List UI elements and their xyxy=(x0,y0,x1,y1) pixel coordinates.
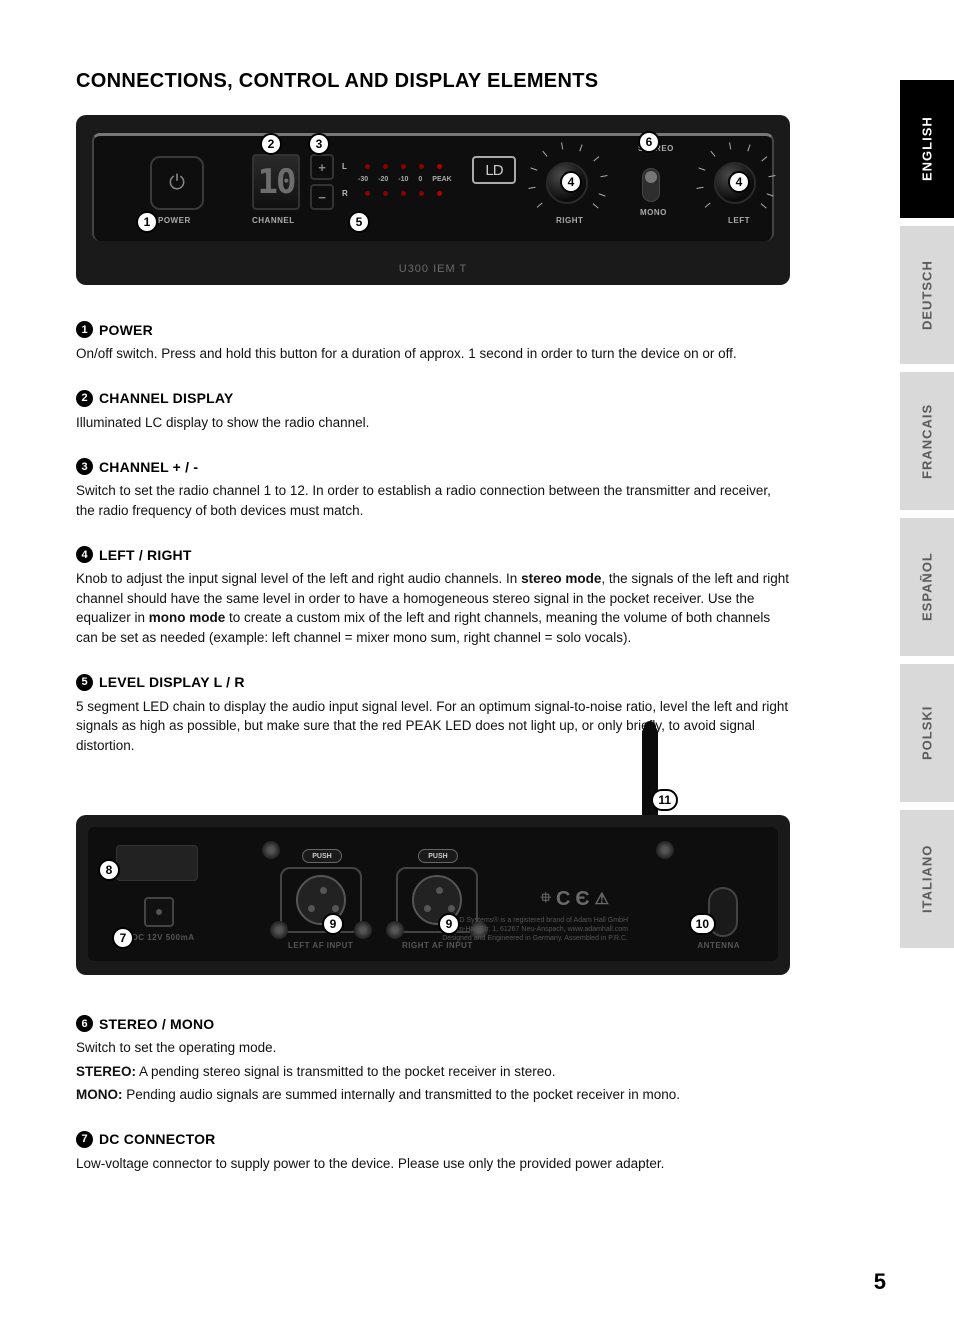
ce-mark: ⯐CЄ⚠ xyxy=(540,887,608,911)
language-tabs: ENGLISH DEUTSCH FRANCAIS ESPAÑOL POLSKI … xyxy=(900,80,954,956)
knob-right-label: RIGHT xyxy=(556,216,583,225)
desc-badge-6: 6 xyxy=(76,1015,93,1032)
desc-badge-7: 7 xyxy=(76,1131,93,1148)
desc-block-1: 1 POWER On/off switch. Press and hold this… xyxy=(76,321,790,364)
callout-10: 10 xyxy=(689,913,716,935)
desc-body-4: Knob to adjust the input signal level of… xyxy=(76,569,790,647)
xlr-left-label: LEFT AF INPUT xyxy=(288,941,353,950)
lang-tab-deutsch[interactable]: DEUTSCH xyxy=(900,226,954,364)
knob-left-label: LEFT xyxy=(728,216,750,225)
channel-plus-minus: + − xyxy=(310,154,334,210)
channel-minus: − xyxy=(310,184,334,210)
callout-5: 5 xyxy=(348,211,370,233)
desc-body-5: 5 segment LED chain to display the audio… xyxy=(76,697,790,756)
ld-logo: LD xyxy=(472,156,516,184)
cable-strain-relief xyxy=(116,845,198,881)
desc-block-2: 2 CHANNEL DISPLAY Illuminated LC display t… xyxy=(76,390,790,433)
lang-tab-italiano[interactable]: ITALIANO xyxy=(900,810,954,948)
desc-badge-3: 3 xyxy=(76,458,93,475)
compliance-text: LD Systems® is a registered brand of Ada… xyxy=(442,916,628,943)
model-label: U300 IEM T xyxy=(76,263,790,275)
channel-plus: + xyxy=(310,154,334,180)
desc-body-3: Switch to set the radio channel 1 to 12.… xyxy=(76,481,790,520)
lang-tab-polski[interactable]: POLSKI xyxy=(900,664,954,802)
callout-11: 11 xyxy=(651,789,678,811)
desc-badge-2: 2 xyxy=(76,390,93,407)
callout-4b: 4 xyxy=(728,171,750,193)
section-title: CONNECTIONS, CONTROL AND DISPLAY ELEMENT… xyxy=(76,70,790,93)
desc-title-7: DC CONNECTOR xyxy=(99,1131,215,1147)
dc-jack xyxy=(144,897,174,927)
mono-label: MONO xyxy=(640,208,667,217)
lang-tab-espanol[interactable]: ESPAÑOL xyxy=(900,518,954,656)
power-label: POWER xyxy=(158,216,191,225)
desc-title-4: LEFT / RIGHT xyxy=(99,547,192,563)
channel-display: 10 xyxy=(252,154,300,210)
channel-value: 10 xyxy=(258,162,295,202)
lang-tab-francais[interactable]: FRANCAIS xyxy=(900,372,954,510)
desc-badge-1: 1 xyxy=(76,321,93,338)
antenna-label: ANTENNA xyxy=(697,941,740,950)
device-back-diagram-wrap: 11 DC 12V 500mA PUSH LEFT AF INPUT xyxy=(76,795,790,975)
desc-sub: MONO: Pending audio signals are summed i… xyxy=(76,1085,790,1105)
power-button: ⏻ xyxy=(150,156,204,210)
callout-3: 3 xyxy=(308,133,330,155)
desc-body-7: Low-voltage connector to supply power to… xyxy=(76,1154,790,1174)
desc-block-5: 5 LEVEL DISPLAY L / R 5 segment LED chain … xyxy=(76,674,790,756)
desc-title-5: LEVEL DISPLAY L / R xyxy=(99,674,245,690)
page-number: 5 xyxy=(874,1269,886,1295)
desc-badge-5: 5 xyxy=(76,674,93,691)
device-back-diagram: DC 12V 500mA PUSH LEFT AF INPUT PUSH xyxy=(76,815,790,975)
level-display: L -30 -20 -10 0 PEAK R xyxy=(342,158,452,201)
desc-title-3: CHANNEL + / - xyxy=(99,459,198,475)
desc-title-1: POWER xyxy=(99,322,153,338)
desc-body-2: Illuminated LC display to show the radio… xyxy=(76,413,790,433)
desc-block-4: 4 LEFT / RIGHT Knob to adjust the input si… xyxy=(76,546,790,647)
desc-sub: STEREO: A pending stereo signal is trans… xyxy=(76,1062,790,1082)
stereo-mono-switch xyxy=(642,168,660,202)
dc-label: DC 12V 500mA xyxy=(132,933,194,942)
desc-block-7: 7 DC CONNECTOR Low-voltage connector to su… xyxy=(76,1131,790,1174)
callout-4a: 4 xyxy=(560,171,582,193)
desc-block-6: 6 STEREO / MONO Switch to set the operatin… xyxy=(76,1015,790,1105)
desc-title-6: STEREO / MONO xyxy=(99,1016,214,1032)
desc-block-3: 3 CHANNEL + / - Switch to set the radio ch… xyxy=(76,458,790,520)
desc-body-6: Switch to set the operating mode. xyxy=(76,1038,790,1058)
desc-badge-4: 4 xyxy=(76,546,93,563)
device-front-diagram: ⏻ POWER 10 CHANNEL + − L -30 -20 -10 0 P… xyxy=(76,115,790,285)
callout-6: 6 xyxy=(638,131,660,153)
lang-tab-english[interactable]: ENGLISH xyxy=(900,80,954,218)
callout-2: 2 xyxy=(260,133,282,155)
desc-title-2: CHANNEL DISPLAY xyxy=(99,390,233,406)
callout-1: 1 xyxy=(136,211,158,233)
desc-body-1: On/off switch. Press and hold this butto… xyxy=(76,344,790,364)
channel-label: CHANNEL xyxy=(252,216,295,225)
xlr-left: PUSH xyxy=(274,849,368,935)
